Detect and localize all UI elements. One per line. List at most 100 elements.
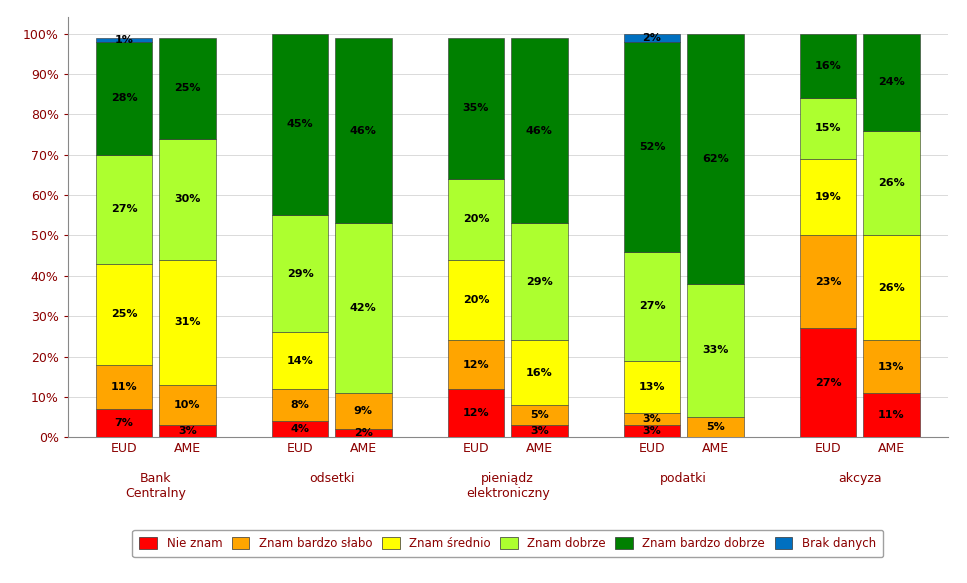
Text: 4%: 4% <box>290 424 309 434</box>
Text: 13%: 13% <box>639 382 665 392</box>
Text: 33%: 33% <box>702 346 728 356</box>
Bar <box>96 154 152 264</box>
Text: 3%: 3% <box>178 426 196 436</box>
Text: 35%: 35% <box>463 103 489 113</box>
Text: Bank
Centralny: Bank Centralny <box>126 472 186 500</box>
Text: 5%: 5% <box>706 422 724 432</box>
Bar <box>336 393 392 429</box>
Bar <box>864 131 920 236</box>
Text: 3%: 3% <box>643 414 661 424</box>
Text: 62%: 62% <box>702 154 729 164</box>
Text: 27%: 27% <box>110 204 137 214</box>
Text: podatki: podatki <box>660 472 707 484</box>
Bar <box>336 223 392 393</box>
Text: 12%: 12% <box>462 408 489 418</box>
Text: 29%: 29% <box>526 277 553 287</box>
Text: 11%: 11% <box>878 410 905 420</box>
Bar <box>800 159 856 236</box>
Bar <box>512 425 568 437</box>
Bar <box>624 252 680 360</box>
Text: 11%: 11% <box>110 382 137 392</box>
Bar <box>448 179 504 259</box>
Bar <box>160 425 216 437</box>
Text: 24%: 24% <box>878 77 905 87</box>
Text: 46%: 46% <box>350 125 377 135</box>
Text: 16%: 16% <box>526 368 553 378</box>
Bar <box>800 328 856 437</box>
Bar <box>96 42 152 154</box>
Text: 5%: 5% <box>530 410 548 420</box>
Text: 27%: 27% <box>814 378 841 388</box>
Text: 42%: 42% <box>350 303 377 313</box>
Bar <box>96 364 152 409</box>
Bar <box>800 236 856 328</box>
Text: 16%: 16% <box>814 61 841 71</box>
Text: 25%: 25% <box>111 309 137 319</box>
Text: 15%: 15% <box>815 124 841 134</box>
Text: 10%: 10% <box>174 400 200 410</box>
Text: 3%: 3% <box>643 426 661 436</box>
Text: 26%: 26% <box>878 283 905 293</box>
Text: 7%: 7% <box>114 418 133 428</box>
Text: 28%: 28% <box>110 93 137 103</box>
Bar <box>624 34 680 42</box>
Text: 1%: 1% <box>114 35 133 45</box>
Bar <box>512 223 568 340</box>
Bar <box>272 389 328 421</box>
Text: 26%: 26% <box>878 178 905 188</box>
Bar <box>624 425 680 437</box>
Text: 45%: 45% <box>286 120 313 129</box>
Text: 31%: 31% <box>174 317 200 327</box>
Bar <box>864 236 920 340</box>
Text: 19%: 19% <box>814 192 841 202</box>
Bar <box>96 264 152 364</box>
Bar <box>624 413 680 425</box>
Text: 3%: 3% <box>530 426 548 436</box>
Text: 9%: 9% <box>354 406 373 416</box>
Bar <box>624 42 680 252</box>
Bar <box>800 34 856 98</box>
Bar <box>96 38 152 42</box>
Bar <box>272 421 328 437</box>
Bar <box>448 340 504 389</box>
Bar <box>160 385 216 425</box>
Text: akcyza: akcyza <box>837 472 882 484</box>
Legend: Nie znam, Znam bardzo słabo, Znam średnio, Znam dobrze, Znam bardzo dobrze, Brak: Nie znam, Znam bardzo słabo, Znam średni… <box>132 530 883 557</box>
Text: 46%: 46% <box>526 125 553 135</box>
Text: 30%: 30% <box>174 194 200 204</box>
Bar <box>448 259 504 340</box>
Bar <box>272 34 328 215</box>
Text: 52%: 52% <box>639 142 665 152</box>
Text: 20%: 20% <box>463 215 489 224</box>
Bar <box>688 34 744 284</box>
Bar <box>272 332 328 389</box>
Text: 14%: 14% <box>286 356 313 366</box>
Bar <box>448 389 504 437</box>
Bar <box>688 284 744 417</box>
Bar <box>336 38 392 223</box>
Bar <box>512 405 568 425</box>
Bar <box>512 38 568 223</box>
Bar <box>624 360 680 413</box>
Text: odsetki: odsetki <box>308 472 355 484</box>
Text: 12%: 12% <box>462 360 489 370</box>
Bar <box>336 429 392 437</box>
Text: 27%: 27% <box>638 301 665 311</box>
Bar <box>160 259 216 385</box>
Bar <box>800 98 856 159</box>
Text: 13%: 13% <box>878 361 904 371</box>
Bar <box>448 38 504 179</box>
Text: 25%: 25% <box>174 83 200 93</box>
Bar <box>512 340 568 405</box>
Bar <box>864 393 920 437</box>
Text: pieniądz
elektroniczny: pieniądz elektroniczny <box>466 472 549 500</box>
Bar <box>688 417 744 437</box>
Bar <box>864 34 920 131</box>
Bar <box>160 139 216 259</box>
Text: 2%: 2% <box>642 33 661 43</box>
Text: 2%: 2% <box>354 429 373 438</box>
Text: 29%: 29% <box>286 269 313 279</box>
Bar <box>864 340 920 393</box>
Text: 20%: 20% <box>463 295 489 305</box>
Bar <box>160 38 216 139</box>
